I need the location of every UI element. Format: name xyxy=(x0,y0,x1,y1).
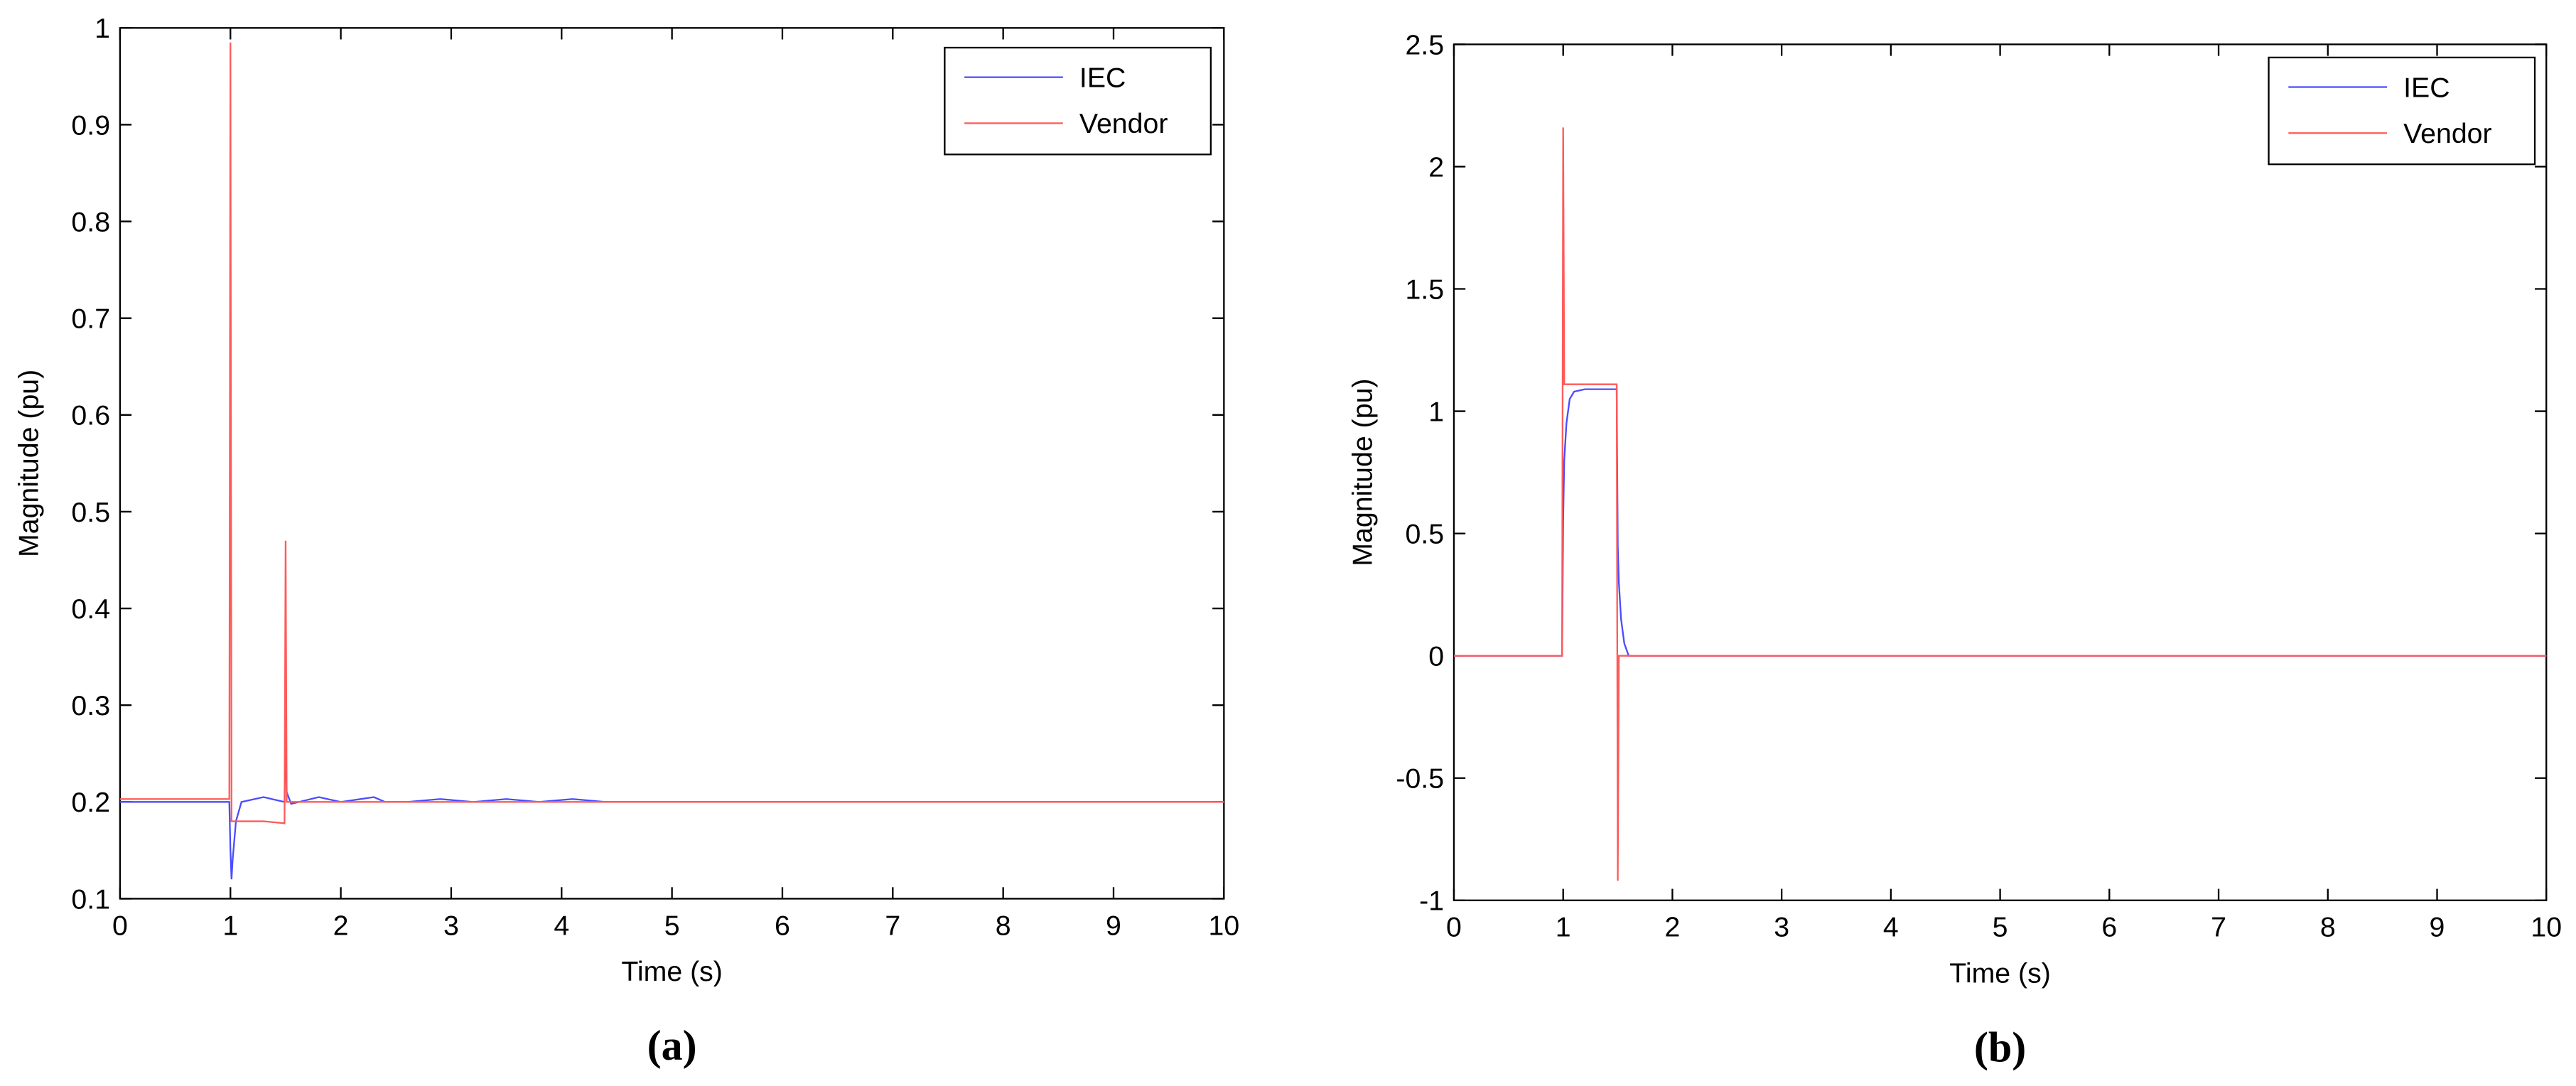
y-tick-label: 0 xyxy=(1428,641,1444,672)
x-tick-label: 2 xyxy=(333,910,349,941)
x-tick-label: 10 xyxy=(2531,912,2562,943)
x-tick-label: 9 xyxy=(2430,912,2445,943)
y-tick-label: 1 xyxy=(95,13,110,44)
x-tick-label: 5 xyxy=(1993,912,2008,943)
legend-label: IEC xyxy=(2403,72,2450,103)
y-tick-label: 1.5 xyxy=(1405,274,1444,305)
y-tick-label: 0.1 xyxy=(71,883,110,915)
x-tick-label: 7 xyxy=(2211,912,2226,943)
x-tick-label: 1 xyxy=(1556,912,1571,943)
x-tick-label: 1 xyxy=(222,910,238,941)
plot-area xyxy=(119,27,1225,900)
plot-area xyxy=(1453,43,2548,901)
x-tick-label: 6 xyxy=(2101,912,2117,943)
x-tick-label: 8 xyxy=(996,910,1011,941)
y-tick-label: 2 xyxy=(1428,151,1444,183)
y-tick-label: 0.3 xyxy=(71,690,110,721)
x-tick-label: 7 xyxy=(885,910,900,941)
series-line xyxy=(119,42,1224,824)
x-axis-label: Time (s) xyxy=(1949,957,2051,989)
x-tick-label: 4 xyxy=(554,910,569,941)
y-tick-label: 2.5 xyxy=(1405,29,1444,60)
y-tick-label: 0.5 xyxy=(71,497,110,528)
x-tick-label: 3 xyxy=(1774,912,1789,943)
x-axis-label: Time (s) xyxy=(621,956,723,987)
x-tick-label: 4 xyxy=(1883,912,1899,943)
x-tick-label: 0 xyxy=(112,910,128,941)
y-tick-label: -1 xyxy=(1419,886,1444,917)
y-tick-label: 0.7 xyxy=(71,303,110,335)
legend-box xyxy=(2268,56,2536,166)
x-tick-label: 9 xyxy=(1106,910,1121,941)
series-line xyxy=(119,719,1224,880)
series-line xyxy=(1453,388,2547,657)
x-tick-label: 6 xyxy=(775,910,790,941)
legend-label: IEC xyxy=(1079,63,1126,94)
y-tick-label: 0.9 xyxy=(71,109,110,141)
y-tick-label: 0.4 xyxy=(71,593,110,625)
x-tick-label: 5 xyxy=(664,910,680,941)
y-axis-label: Magnitude (pu) xyxy=(1347,378,1378,566)
y-axis-label: Magnitude (pu) xyxy=(13,370,44,557)
y-tick-label: 0.6 xyxy=(71,400,110,431)
y-tick-label: 0.5 xyxy=(1405,518,1444,549)
legend-box xyxy=(944,46,1212,156)
subplot-caption: (a) xyxy=(647,1022,697,1070)
x-tick-label: 3 xyxy=(443,910,459,941)
series-line xyxy=(1453,127,2547,881)
x-tick-label: 0 xyxy=(1446,912,1462,943)
legend-label: Vendor xyxy=(2403,118,2492,149)
x-tick-label: 10 xyxy=(1208,910,1239,941)
legend-label: Vendor xyxy=(1079,108,1168,139)
subplot-caption: (b) xyxy=(1974,1023,2026,1071)
y-tick-label: -0.5 xyxy=(1396,763,1444,795)
y-tick-label: 0.8 xyxy=(71,206,110,237)
y-tick-label: 1 xyxy=(1428,396,1444,427)
y-tick-label: 0.2 xyxy=(71,787,110,818)
x-tick-label: 2 xyxy=(1664,912,1680,943)
x-tick-label: 8 xyxy=(2320,912,2336,943)
